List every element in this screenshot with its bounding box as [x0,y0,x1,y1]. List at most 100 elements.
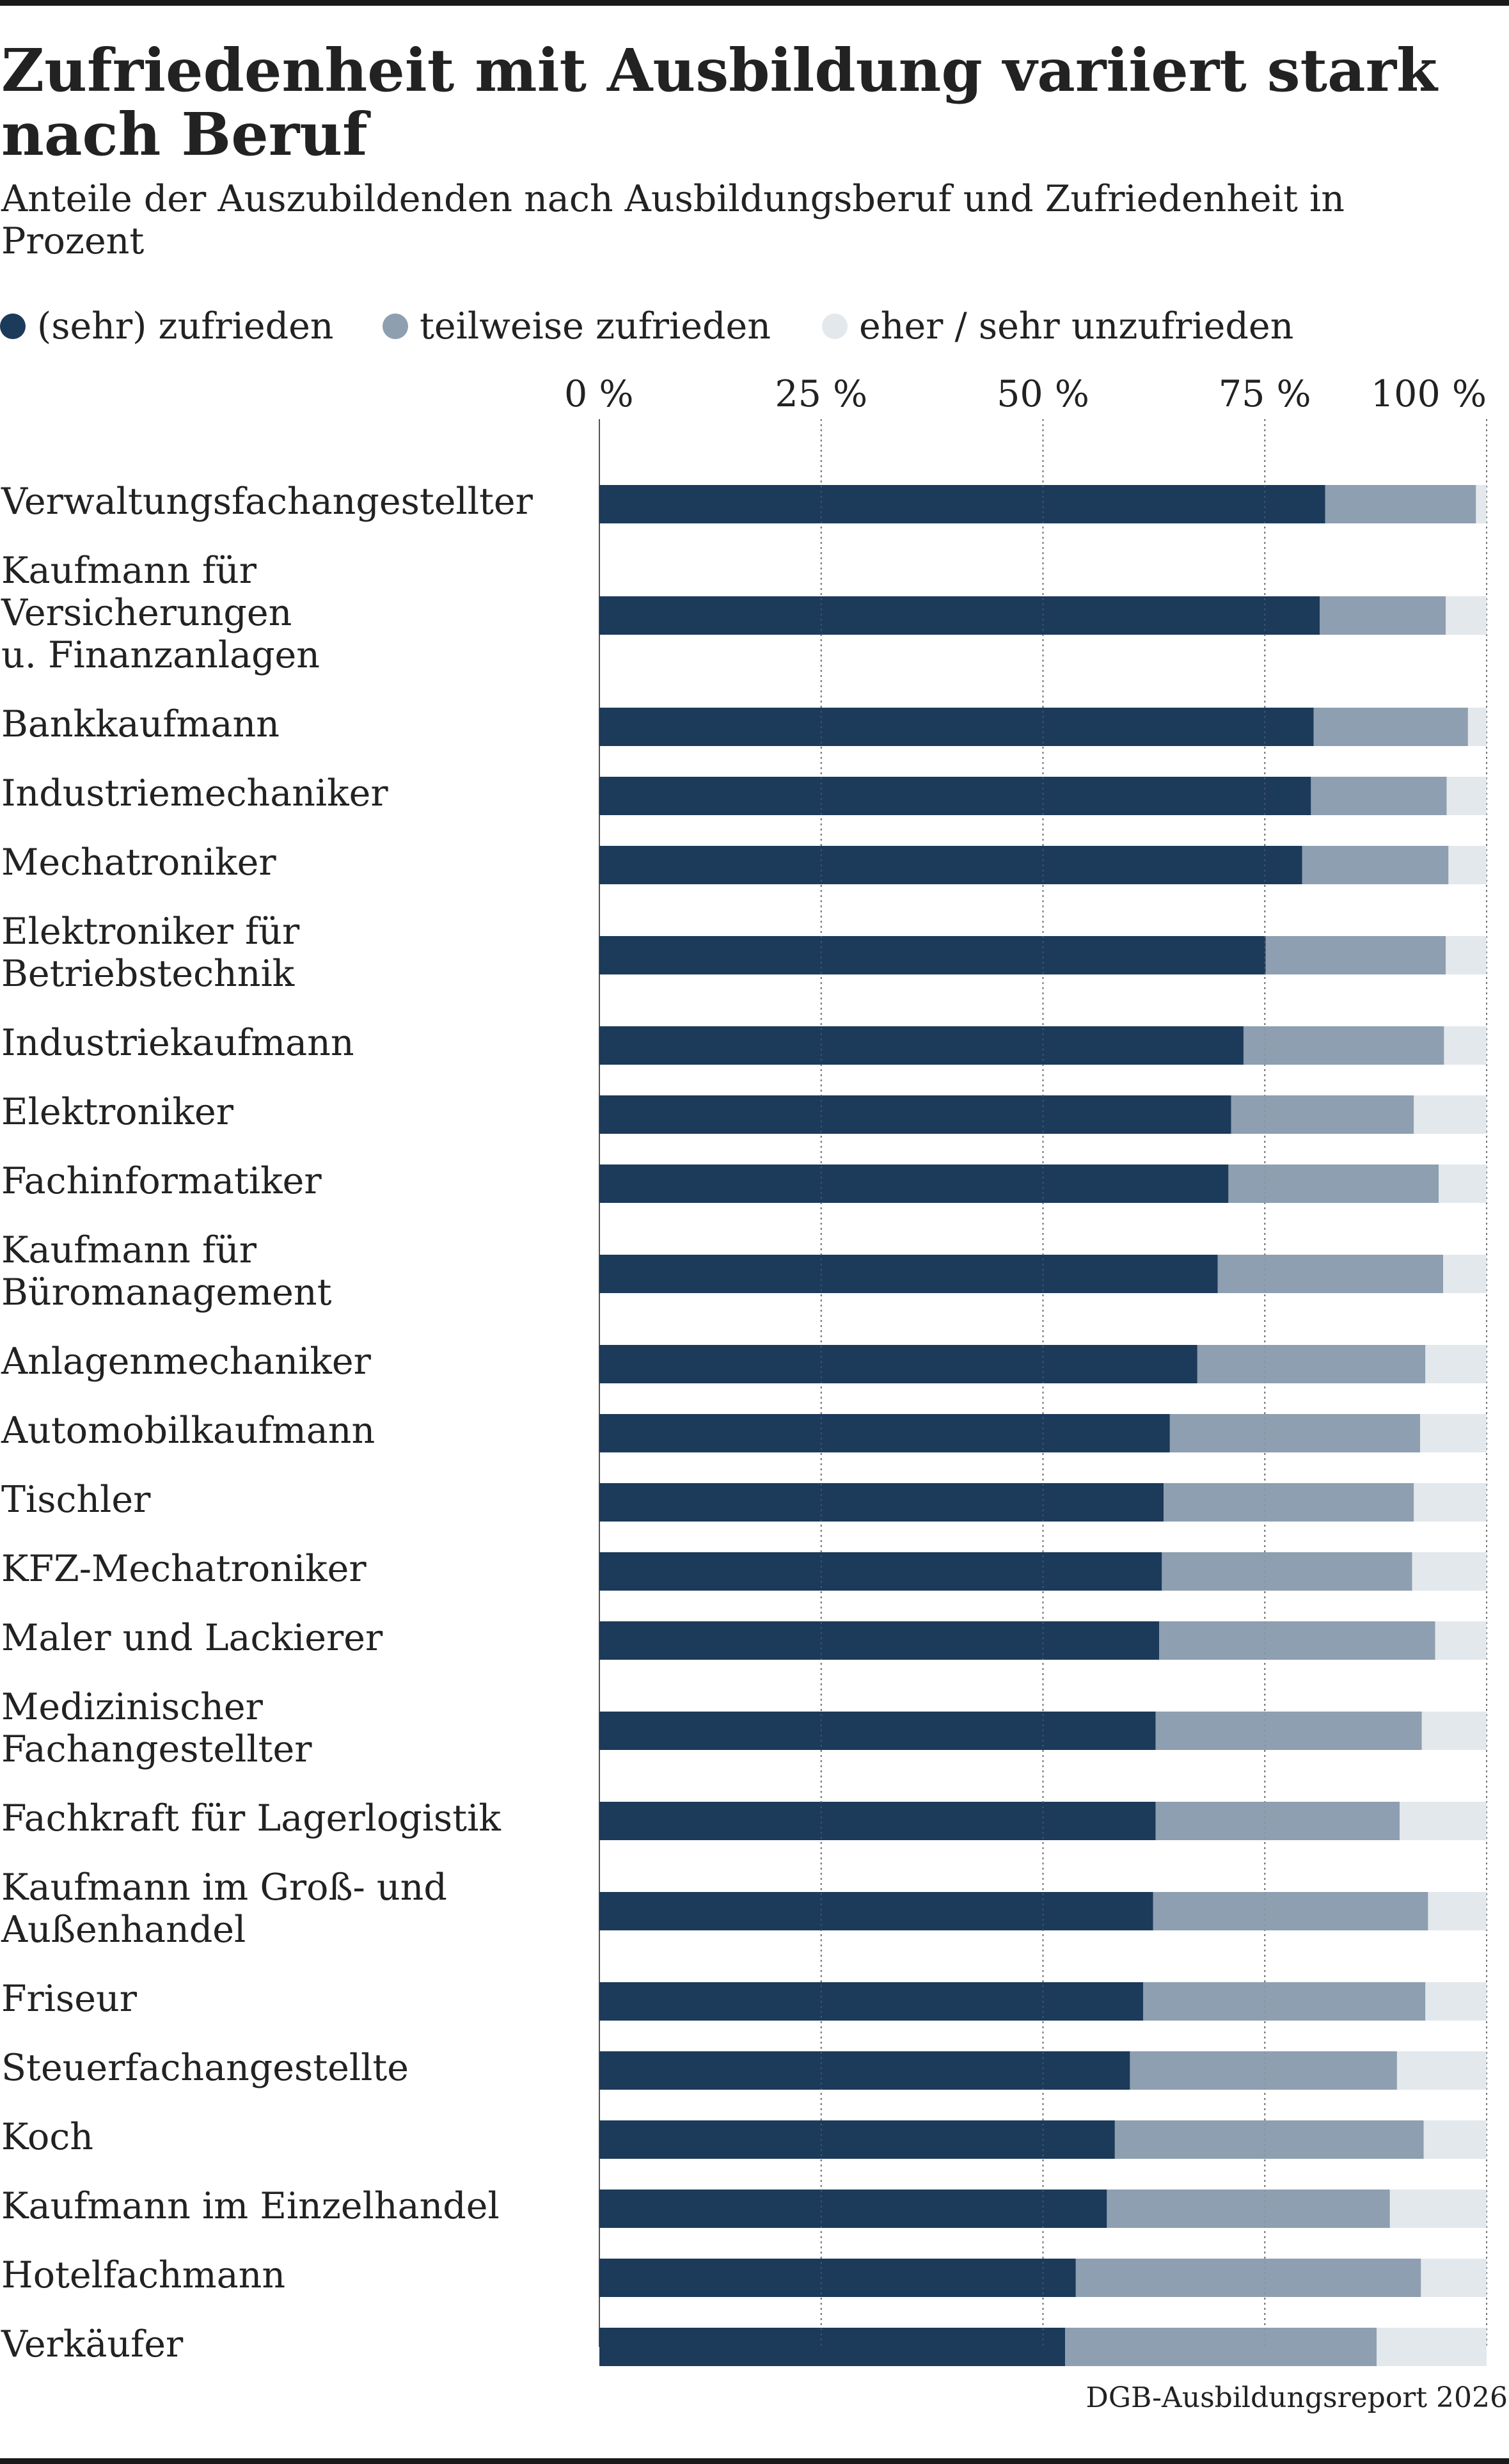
bar-segment [1389,2190,1487,2228]
bar-segment [1412,1552,1487,1591]
chart-title: Zufriedenheit mit Ausbildung variiert st… [1,36,1437,169]
category-label: Anlagenmechaniker [1,1340,372,1383]
category-label: Mechatroniker [1,841,276,884]
bar-segment [1107,2190,1390,2228]
bar-segment [1243,1026,1444,1065]
bar-segment [1396,2051,1487,2090]
category-label: Verwaltungsfachangestellter [1,481,533,523]
bar-segment [1217,1255,1444,1293]
bar-segment [1155,1802,1400,1840]
bar-segment [599,1026,1244,1065]
bar-segment [1169,1414,1420,1452]
bar-segment [1439,1164,1487,1203]
bar-segment [1311,777,1447,815]
bar-segment [1164,1483,1414,1522]
x-tick-label: 25 % [775,373,867,415]
source-note: DGB-Ausbildungsreport 2026 [1086,2381,1508,2414]
category-label: Medizinischer Fachangestellter [1,1686,312,1770]
bar-segment [1425,1345,1487,1383]
bar-segment [599,1802,1156,1840]
bar-segment [1153,1892,1428,1930]
bar-segment [599,1982,1144,2021]
bar-segment [1075,2259,1421,2297]
category-label: Tischler [1,1479,151,1521]
bottom-rule [0,2458,1509,2464]
x-tick-label: 50 % [997,373,1089,415]
bar-segment [599,1712,1156,1750]
bar-segment [1325,485,1476,523]
bar-segment [1443,1255,1487,1293]
bar-segment [599,1255,1218,1293]
bar-segment [1130,2051,1397,2090]
category-label: KFZ-Mechatroniker [1,1548,367,1590]
bar-segment [1265,936,1446,974]
bar-segment [1428,1892,1487,1930]
legend-label-teilweise: teilweise zufrieden [420,305,771,347]
legend-label-unzufrieden: eher / sehr unzufrieden [859,305,1294,347]
bar-segment [1143,1982,1426,2021]
top-rule [0,0,1509,6]
bar-segment [599,708,1314,746]
bar-segment [1425,1982,1487,2021]
bar-segment [599,846,1302,884]
bar-segment [1065,2328,1377,2366]
legend-swatch-unzufrieden [822,314,848,339]
stacked-bar-chart: 0 % 25 % 50 % 75 % 100 % Verwaltungsfachanges… [1,373,1487,2366]
bar-segment [599,777,1311,815]
bar-segment [1435,1621,1487,1660]
bar-segment [599,485,1325,523]
bar-segment [1414,1483,1487,1522]
x-tick-label: 0 % [564,373,634,415]
bar-segment [599,2120,1115,2159]
legend-label-zufrieden: (sehr) zufrieden [37,305,334,347]
bar-segment [599,596,1320,635]
category-label: Koch [1,2116,93,2158]
category-label: Hotelfachmann [1,2254,285,2296]
x-tick-label: 100 % [1371,373,1487,415]
bar-segment [599,936,1266,974]
category-label: Maler und Lackierer [1,1617,383,1659]
bar-segment [599,1164,1229,1203]
bar-segment [1419,1414,1487,1452]
category-label: Fachinformatiker [1,1160,322,1202]
category-label: Verkäufer [1,2323,184,2365]
bar-segment [1302,846,1449,884]
bar-segment [1155,1712,1422,1750]
bar-segment [1446,596,1487,635]
bar-segment [1228,1164,1439,1203]
category-label: Steuerfachangestellte [1,2047,409,2089]
bar-segment [1446,936,1487,974]
category-label: Kaufmann im Einzelhandel [1,2185,500,2227]
bar-segment [599,1892,1153,1930]
bar-segment [599,2328,1066,2366]
category-label: Bankkaufmann [1,703,280,745]
legend-swatch-zufrieden [0,314,26,339]
bar-segment [599,1414,1170,1452]
bar-segment [1446,777,1487,815]
bar-segment [1197,1345,1426,1383]
bar-segment [1444,1026,1487,1065]
category-label: Elektroniker [1,1091,234,1133]
category-label: Industriekaufmann [1,1022,354,1064]
category-label: Kaufmann im Groß- und Außenhandel [1,1866,447,1951]
category-label: Fachkraft für Lagerlogistik [1,1797,501,1840]
bar-segment [1159,1621,1435,1660]
bar-segment [1421,1712,1487,1750]
category-label: Industriemechaniker [1,772,388,815]
bar-segment [1421,2259,1487,2297]
category-label: Elektroniker für Betriebstechnik [1,910,300,995]
category-label: Automobilkaufmann [1,1410,375,1452]
bar-segment [1448,846,1487,884]
chart-subtitle: Anteile der Auszubildenden nach Ausbildu… [1,178,1345,262]
bar-segment [1114,2120,1424,2159]
bar-segment [599,2259,1076,2297]
bar-segment [1162,1552,1412,1591]
bar-segment [1467,708,1487,746]
bar-segment [1377,2328,1487,2366]
bar-segment [1231,1095,1414,1134]
category-label: Kaufmann für Versicherungen u. Finanzanlag… [1,550,320,676]
bar-segment [1414,1095,1487,1134]
bar-segment [599,1621,1160,1660]
bar-segment [599,1483,1164,1522]
bar-segment [1423,2120,1487,2159]
